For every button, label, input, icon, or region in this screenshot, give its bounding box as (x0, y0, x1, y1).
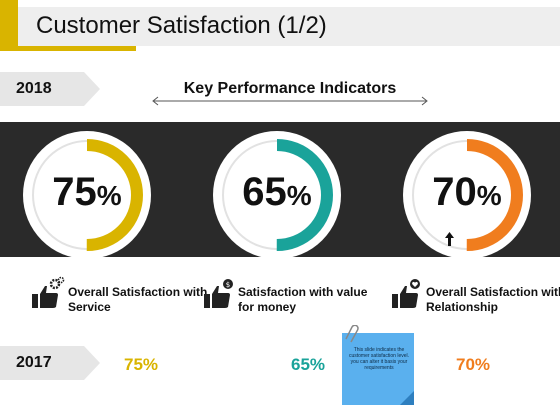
sticky-note-text: This slide indicates the customer satisf… (348, 347, 410, 371)
gauge-value: 70% (432, 170, 502, 214)
gauge-arc (31, 139, 143, 251)
sticky-note: This slide indicates the customer satisf… (342, 325, 416, 405)
gauge-arc (411, 139, 523, 251)
previous-value-value-for-money: 65% (291, 355, 326, 374)
gauge-ring (23, 131, 151, 259)
up-arrow-icon (445, 232, 454, 246)
gauge-value: 65% (242, 170, 312, 214)
double-arrow-icon (152, 96, 428, 106)
year-previous-label: 2017 (16, 354, 52, 371)
page-title: Customer Satisfaction (1/2) (36, 12, 327, 39)
sticky-note-paper (342, 333, 414, 405)
gauge-service: 75% (20, 128, 154, 262)
gauge-value-for-money: 65% (210, 128, 344, 262)
title-accent (0, 0, 18, 46)
previous-value-relationship: 70% (456, 355, 491, 374)
year-tag-previous: 2017 (0, 346, 100, 380)
gauge-relationship: 70% (400, 128, 534, 262)
svg-text:$: $ (226, 281, 230, 289)
title-panel (18, 7, 560, 46)
gauge-arc (221, 139, 333, 251)
gauge-ring (403, 131, 531, 259)
metric-label: Overall Satisfaction with Service (68, 285, 208, 314)
kpi-title: Key Performance Indicators (183, 80, 397, 97)
gauge-value: 75% (52, 170, 122, 214)
previous-value-service: 75% (124, 355, 159, 374)
year-tag-arrow-shape (0, 72, 100, 106)
thumbs-up-dollar-icon: $ (204, 279, 233, 308)
metric-label: Overall Satisfaction with Relationship (426, 285, 560, 314)
metric-label: Satisfaction with value for money (238, 285, 368, 314)
paper-clip-icon (345, 325, 359, 343)
title-underline (0, 46, 136, 51)
sticky-note-decor (345, 325, 414, 405)
gauge-ring (213, 131, 341, 259)
year-current-label: 2018 (16, 80, 52, 97)
thumbs-up-gears-icon (32, 276, 65, 308)
title-bar: Customer Satisfaction (1/2) (0, 0, 560, 52)
thumbs-up-heart-icon (392, 279, 420, 308)
year-tag-current: 2018 (0, 72, 100, 106)
year-tag-arrow-shape (0, 346, 100, 380)
